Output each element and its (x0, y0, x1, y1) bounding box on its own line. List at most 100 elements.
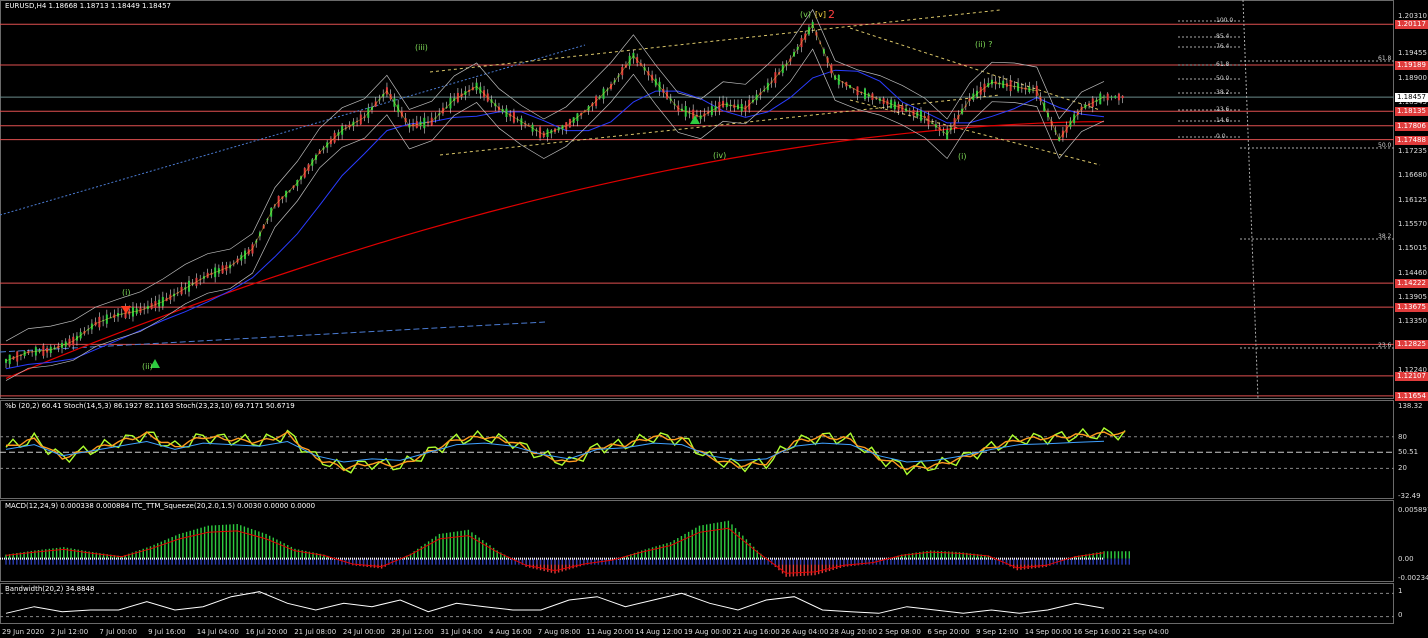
stoch-svg (0, 427, 1394, 476)
level-price-label: 1.12107 (1395, 371, 1428, 381)
fib-right-label: 50.0 (1378, 142, 1392, 149)
wave-label: [v] (815, 10, 826, 19)
channel-line (0, 321, 546, 353)
price-axis: 1.203101.194551.189001.183451.172351.166… (1395, 0, 1428, 399)
time-tick: 11 Aug 20:00 (586, 628, 634, 636)
channel-line (849, 99, 1101, 166)
level-price-label: 1.13675 (1395, 303, 1428, 313)
time-tick: 6 Sep 20:00 (927, 628, 970, 636)
macd-signal-line (5, 527, 1105, 574)
time-tick: 29 Jun 2020 (2, 628, 45, 636)
macd-tick: 0.005897 (1398, 506, 1428, 514)
time-tick: 21 Aug 16:00 (732, 628, 780, 636)
fib-level-label: 38.2 (1216, 89, 1230, 96)
time-tick: 19 Aug 00:00 (683, 628, 732, 636)
time-tick: 2 Jul 12:00 (50, 628, 89, 636)
stoch-pane[interactable]: %b (20,2) 60.41 Stoch(14,5,3) 86.1927 82… (0, 400, 1394, 499)
price-tick: 1.20310 (1398, 11, 1427, 20)
stoch-tick: 20 (1398, 464, 1407, 473)
stoch-tick: 138.32 (1398, 402, 1423, 410)
channel-line (429, 9, 1001, 73)
price-tick: 1.17235 (1398, 146, 1427, 155)
fib-level-label: 76.4 (1216, 43, 1230, 50)
fib-right-label: 38.2 (1378, 233, 1392, 240)
wave-label: (iii) (415, 43, 428, 52)
time-tick: 14 Jul 04:00 (196, 628, 239, 636)
level-price-label: 1.18457 (1395, 93, 1428, 103)
candle-body (1013, 86, 1016, 88)
level-price-label: 1.17488 (1395, 135, 1428, 145)
price-tick: 1.13905 (1398, 292, 1427, 301)
wave-label: 2 (828, 8, 835, 21)
candle-body (1117, 93, 1120, 101)
candle-body (942, 131, 945, 133)
stoch-tick: 80 (1398, 432, 1407, 441)
time-tick: 16 Sep 16:00 (1073, 628, 1121, 636)
chart-header: EURUSD,H4 1.18668 1.18713 1.18449 1.1845… (5, 2, 171, 10)
channel-line (0, 44, 586, 216)
level-price-label: 1.12825 (1395, 340, 1428, 350)
time-tick: 4 Aug 16:00 (489, 628, 532, 636)
fib-level-label: 85.4 (1216, 33, 1230, 40)
time-tick: 31 Jul 04:00 (440, 628, 483, 636)
time-tick: 14 Sep 00:00 (1024, 628, 1072, 636)
macd-tick: 0.00 (1398, 554, 1414, 563)
macd-svg (0, 520, 1130, 577)
level-price-label: 1.20117 (1395, 20, 1428, 30)
wave-label: (i) (122, 288, 131, 297)
candle-body (87, 329, 90, 331)
candle-body (1106, 93, 1109, 101)
time-tick: 28 Aug 20:00 (829, 628, 878, 636)
wave-label: (ii) ? (975, 40, 993, 49)
fib-guide-line (1242, 0, 1259, 399)
macd-pane[interactable]: MACD(12,24,9) 0.000338 0.000884 ITC_TTM_… (0, 500, 1394, 582)
fib-level-label: 100.0 (1216, 17, 1234, 24)
macd-tick: -0.002341 (1398, 574, 1428, 582)
stoch-tick: 50.51 (1398, 448, 1419, 457)
time-tick: 28 Jul 12:00 (391, 628, 434, 636)
stoch-header: %b (20,2) 60.41 Stoch(14,5,3) 86.1927 82… (5, 402, 295, 410)
stoch-tick: -32.49 (1398, 492, 1421, 500)
wave-label: (v) (800, 10, 811, 19)
level-price-label: 1.11654 (1395, 391, 1428, 401)
price-tick: 1.19455 (1398, 49, 1427, 58)
time-tick: 9 Sep 12:00 (976, 628, 1019, 636)
time-tick: 7 Jul 00:00 (99, 628, 137, 636)
price-tick: 1.12240 (1398, 366, 1427, 375)
candle-body (1103, 96, 1105, 98)
bandwidth-tick: 0 (1398, 611, 1403, 619)
fib-level-label: 61.8 (1216, 61, 1230, 68)
bandwidth-svg (0, 591, 1394, 618)
stoch-fast-line (5, 427, 1126, 476)
time-tick: 26 Aug 04:00 (781, 628, 829, 636)
time-tick: 2 Sep 08:00 (878, 628, 921, 636)
time-tick: 9 Jul 16:00 (148, 628, 186, 636)
time-tick: 24 Jul 00:00 (342, 628, 385, 636)
bandwidth-line (5, 591, 1105, 614)
stoch-signal-line (5, 440, 1105, 463)
candle-body (1020, 87, 1023, 89)
price-tick: 1.16680 (1398, 171, 1427, 180)
time-tick: 21 Jul 08:00 (294, 628, 337, 636)
bandwidth-pane[interactable]: Bandwidth(20,2) 34.8848 (0, 583, 1394, 624)
time-tick: 7 Aug 08:00 (537, 628, 581, 636)
price-tick: 1.18900 (1398, 73, 1427, 82)
bollinger-lower (5, 48, 1105, 381)
time-tick: 21 Sep 04:00 (1122, 628, 1169, 636)
buy-arrow-icon (690, 115, 700, 124)
candle-body (688, 112, 691, 114)
level-price-label: 1.18135 (1395, 107, 1428, 117)
level-price-label: 1.17806 (1395, 121, 1428, 131)
bollinger-upper (5, 8, 1105, 342)
price-tick: 1.16125 (1398, 195, 1427, 204)
macd-axis: 0.005897 0.00 -0.002341 (1395, 500, 1428, 582)
candle-body (1121, 95, 1124, 99)
bandwidth-header: Bandwidth(20,2) 34.8848 (5, 585, 95, 593)
wave-label: (ii) (142, 362, 153, 371)
fib-right-label: 23.6 (1378, 342, 1392, 349)
fib-level-label: 14.6 (1216, 117, 1230, 124)
price-chart-pane[interactable]: EURUSD,H4 1.18668 1.18713 1.18449 1.1845… (0, 0, 1394, 399)
ma-blue-line (5, 69, 1105, 370)
candle-body (516, 119, 519, 121)
